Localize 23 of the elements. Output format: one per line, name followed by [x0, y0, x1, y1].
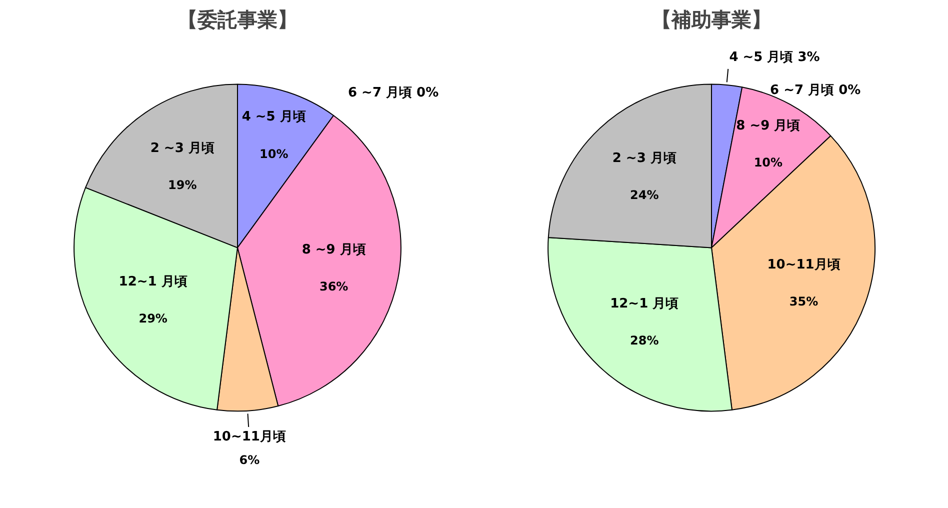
slice-label: 4 ~5 月頃 [242, 110, 306, 125]
slice-label: 2 ~3 月頃 [612, 150, 676, 166]
data-label: 28% [630, 333, 659, 348]
data-label: 35% [789, 294, 818, 308]
data-label: 19% [168, 178, 197, 192]
slice-label: 8 ~9 月頃 [302, 242, 366, 258]
slice-label: 10~11月頃 [212, 429, 286, 444]
data-label: 10% [754, 156, 783, 170]
data-label: 36% [319, 279, 348, 294]
slice-label: 4 ~5 月頃 3% [729, 50, 820, 65]
category-label: 6 ~7 月頃 0% [348, 85, 439, 100]
slice-label: 12~1 月頃 [610, 296, 679, 312]
data-label: 6% [239, 453, 260, 468]
data-label: 29% [138, 311, 168, 326]
slice-label: 10~11月頃 [767, 257, 840, 272]
category-label: 6 ~7 月頃 0% [770, 83, 861, 98]
slice-label: 12~1 月頃 [118, 274, 188, 290]
chart-title: 【委託事業】 [178, 8, 298, 32]
slice-label: 2 ~3 月頃 [150, 141, 214, 156]
data-label: 24% [630, 188, 659, 202]
slice-label: 8 ~9 月頃 [736, 118, 800, 134]
data-label: 10% [260, 146, 288, 161]
chart-title: 【補助事業】 [652, 8, 772, 32]
